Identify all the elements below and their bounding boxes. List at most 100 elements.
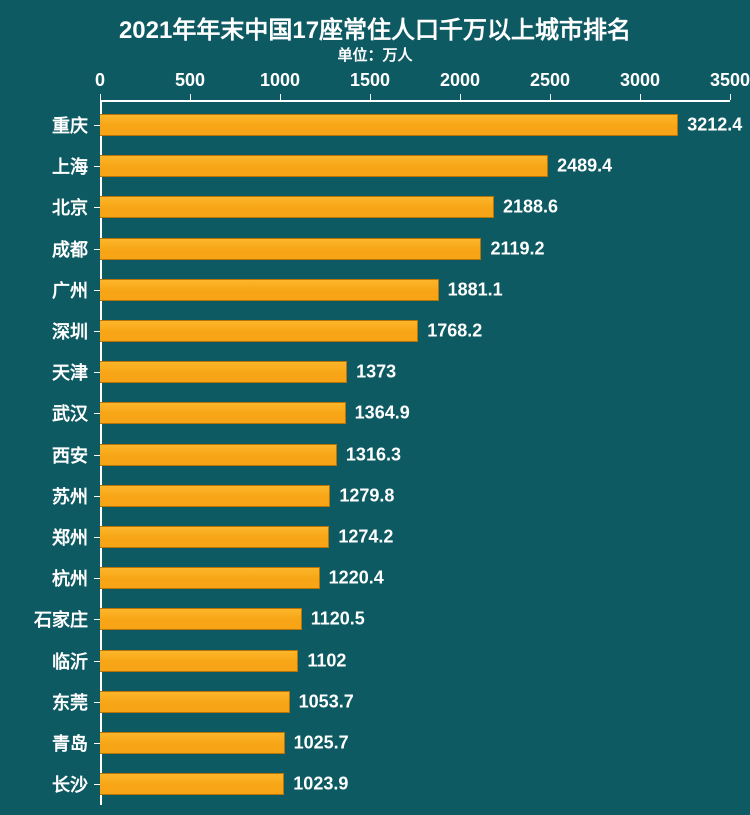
bar-row: 深圳1768.2 (100, 320, 730, 342)
value-label: 1279.8 (329, 485, 394, 506)
value-label: 1881.1 (438, 279, 503, 300)
bar-row: 东莞1053.7 (100, 691, 730, 713)
bar-row: 临沂1102 (100, 650, 730, 672)
bar: 1373 (100, 361, 347, 383)
bar-row: 长沙1023.9 (100, 773, 730, 795)
category-label: 青岛 (52, 730, 100, 756)
x-tick-label: 2500 (530, 70, 570, 91)
bar-row: 上海2489.4 (100, 155, 730, 177)
x-tick-label: 1500 (350, 70, 390, 91)
bar-row: 广州1881.1 (100, 279, 730, 301)
bar-row: 郑州1274.2 (100, 526, 730, 548)
bar: 1274.2 (100, 526, 329, 548)
x-tick-mark (280, 94, 281, 100)
value-label: 1274.2 (328, 527, 393, 548)
category-label: 临沂 (52, 648, 100, 674)
x-tick-mark (100, 94, 101, 100)
chart-title: 2021年年末中国17座常住人口千万以上城市排名 (0, 10, 750, 45)
bar-row: 天津1373 (100, 361, 730, 383)
category-label: 杭州 (52, 565, 100, 591)
y-tick-mark (94, 331, 100, 332)
category-label: 天津 (52, 359, 100, 385)
bar: 1364.9 (100, 402, 346, 424)
x-tick-label: 1000 (260, 70, 300, 91)
category-label: 重庆 (52, 112, 100, 138)
bar-row: 重庆3212.4 (100, 114, 730, 136)
value-label: 1053.7 (289, 691, 354, 712)
category-label: 郑州 (52, 524, 100, 550)
x-tick-mark (550, 94, 551, 100)
value-label: 1102 (297, 650, 346, 671)
y-tick-mark (94, 784, 100, 785)
bar: 1768.2 (100, 320, 418, 342)
value-label: 1025.7 (284, 733, 349, 754)
bar-row: 青岛1025.7 (100, 732, 730, 754)
x-tick-mark (640, 94, 641, 100)
y-tick-mark (94, 290, 100, 291)
x-tick-mark (730, 94, 731, 100)
bar: 3212.4 (100, 114, 678, 136)
category-label: 上海 (52, 153, 100, 179)
y-tick-mark (94, 455, 100, 456)
x-tick-label: 3000 (620, 70, 660, 91)
x-tick-label: 2000 (440, 70, 480, 91)
y-tick-mark (94, 166, 100, 167)
value-label: 1220.4 (319, 568, 384, 589)
category-label: 苏州 (52, 483, 100, 509)
y-tick-mark (94, 496, 100, 497)
bar-row: 成都2119.2 (100, 238, 730, 260)
bar-row: 苏州1279.8 (100, 485, 730, 507)
plot-area: 0500100015002000250030003500重庆3212.4上海24… (100, 100, 730, 805)
y-tick-mark (94, 619, 100, 620)
value-label: 2188.6 (493, 197, 558, 218)
value-label: 2489.4 (547, 156, 612, 177)
value-label: 1316.3 (336, 444, 401, 465)
chart-subtitle: 单位：万人 (0, 44, 750, 65)
bar: 1316.3 (100, 444, 337, 466)
y-tick-mark (94, 702, 100, 703)
x-tick-label: 0 (95, 70, 105, 91)
x-tick-mark (460, 94, 461, 100)
x-tick-mark (190, 94, 191, 100)
bar-row: 北京2188.6 (100, 196, 730, 218)
bar-row: 杭州1220.4 (100, 567, 730, 589)
bar: 2188.6 (100, 196, 494, 218)
value-label: 1373 (346, 362, 396, 383)
y-tick-mark (94, 578, 100, 579)
value-label: 3212.4 (677, 115, 742, 136)
value-label: 2119.2 (480, 238, 544, 259)
bar: 1102 (100, 650, 298, 672)
bar: 1120.5 (100, 608, 302, 630)
y-tick-mark (94, 537, 100, 538)
category-label: 深圳 (52, 318, 100, 344)
y-tick-mark (94, 661, 100, 662)
y-tick-mark (94, 125, 100, 126)
bar-row: 武汉1364.9 (100, 402, 730, 424)
bar: 2119.2 (100, 238, 481, 260)
bar-row: 石家庄1120.5 (100, 608, 730, 630)
value-label: 1364.9 (345, 403, 410, 424)
x-tick-label: 500 (175, 70, 205, 91)
category-label: 广州 (52, 277, 100, 303)
bar: 1220.4 (100, 567, 320, 589)
y-tick-mark (94, 743, 100, 744)
bar: 1881.1 (100, 279, 439, 301)
x-tick-label: 3500 (710, 70, 750, 91)
category-label: 成都 (52, 236, 100, 262)
value-label: 1023.9 (283, 774, 348, 795)
value-label: 1768.2 (417, 321, 482, 342)
bar: 1279.8 (100, 485, 330, 507)
x-axis-line (100, 100, 730, 102)
y-tick-mark (94, 413, 100, 414)
bar: 2489.4 (100, 155, 548, 177)
category-label: 长沙 (52, 771, 100, 797)
bar: 1023.9 (100, 773, 284, 795)
x-tick-mark (370, 94, 371, 100)
bar-row: 西安1316.3 (100, 444, 730, 466)
bar: 1025.7 (100, 732, 285, 754)
category-label: 石家庄 (34, 606, 100, 632)
category-label: 东莞 (52, 689, 100, 715)
y-tick-mark (94, 249, 100, 250)
y-tick-mark (94, 372, 100, 373)
bar: 1053.7 (100, 691, 290, 713)
